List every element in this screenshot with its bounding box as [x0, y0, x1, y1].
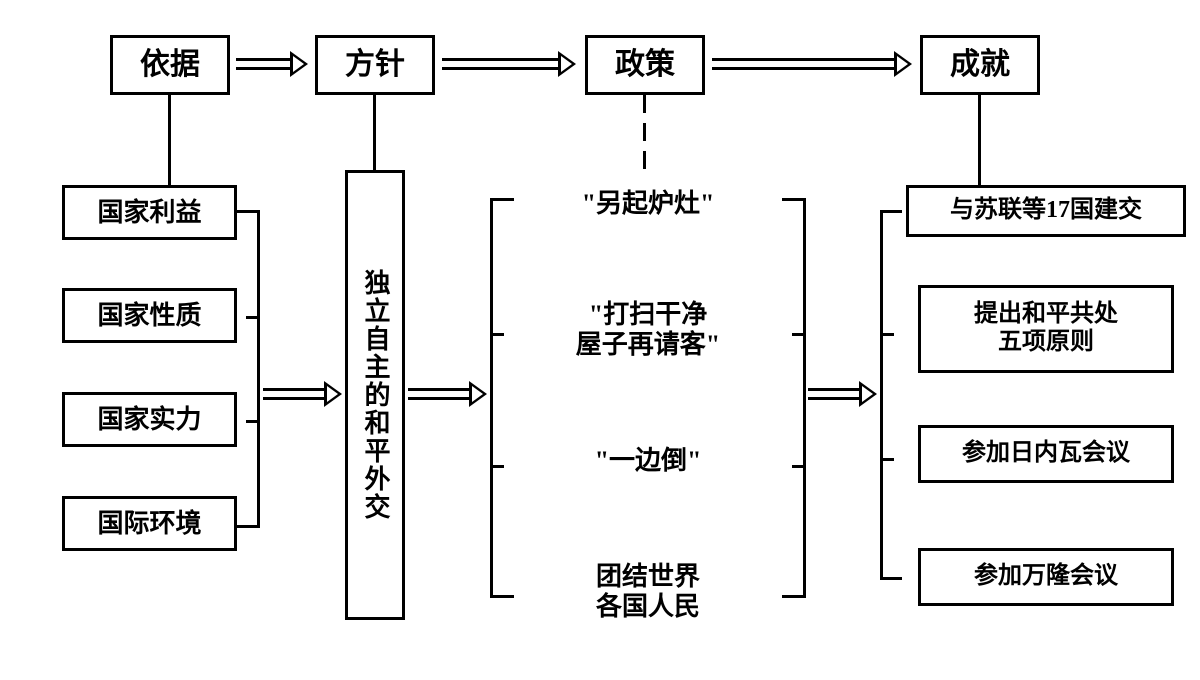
arrow-basisgroup-guideline: [263, 388, 342, 400]
arrow-basis-guideline: [236, 58, 308, 70]
achievement-item-4-label: 参加万隆会议: [974, 563, 1118, 591]
node-achievement-label: 成就: [950, 48, 1010, 83]
arrow-policygroup-achievementgroup: [808, 388, 877, 400]
achievement-item-1-label: 与苏联等17国建交: [950, 197, 1142, 225]
policy-item-3-label: "一边倒": [595, 446, 702, 476]
node-policy-label: 政策: [615, 48, 675, 83]
guideline-box: 独立自主的和平外交: [345, 170, 405, 620]
achievement-left-bracket: [880, 210, 902, 580]
policy-right-bracket: [782, 198, 806, 598]
arrow-guideline-policygroup: [408, 388, 487, 400]
achievement-item-3: 参加日内瓦会议: [918, 425, 1174, 483]
policy-item-3: "一边倒": [523, 440, 773, 482]
diagram-canvas: 依据 方针 政策 成就 国家利益 国家性质 国家实力 国际环境: [0, 0, 1200, 680]
connector-policy-3: [643, 151, 646, 169]
basis-item-3: 国家实力: [62, 392, 237, 447]
connector-achievement: [978, 95, 981, 185]
policy-item-2-label: "打扫干净 屋子再请客": [576, 300, 720, 360]
policy-item-2: "打扫干净 屋子再请客": [523, 290, 773, 370]
achievement-item-1: 与苏联等17国建交: [906, 185, 1186, 237]
basis-item-2-label: 国家性质: [97, 301, 201, 331]
node-guideline: 方针: [315, 35, 435, 95]
basis-item-4-label: 国际环境: [97, 509, 201, 539]
basis-item-3-label: 国家实力: [97, 405, 201, 435]
basis-item-4: 国际环境: [62, 496, 237, 551]
policy-item-1: "另起炉灶": [523, 183, 773, 225]
policy-left-bracket: [490, 198, 514, 598]
node-basis-label: 依据: [140, 48, 200, 83]
node-policy: 政策: [585, 35, 705, 95]
node-achievement: 成就: [920, 35, 1040, 95]
achievement-item-2: 提出和平共处 五项原则: [918, 285, 1174, 373]
basis-item-2: 国家性质: [62, 288, 237, 343]
node-basis: 依据: [110, 35, 230, 95]
achievement-item-3-label: 参加日内瓦会议: [962, 440, 1130, 468]
arrow-policy-achievement: [712, 58, 912, 70]
achievement-item-2-label: 提出和平共处 五项原则: [974, 301, 1118, 356]
basis-item-1: 国家利益: [62, 185, 237, 240]
connector-policy-1: [643, 95, 646, 113]
basis-item-1-label: 国家利益: [97, 198, 201, 228]
policy-item-4: 团结世界 各国人民: [523, 552, 773, 632]
guideline-box-label: 独立自主的和平外交: [360, 269, 390, 521]
node-guideline-label: 方针: [345, 48, 405, 83]
connector-basis: [168, 95, 171, 185]
policy-item-4-label: 团结世界 各国人民: [596, 562, 700, 622]
basis-right-bracket: [237, 210, 260, 528]
arrow-guideline-policy: [442, 58, 576, 70]
connector-policy-2: [643, 123, 646, 141]
achievement-item-4: 参加万隆会议: [918, 548, 1174, 606]
policy-item-1-label: "另起炉灶": [582, 189, 715, 219]
connector-guideline: [373, 95, 376, 170]
